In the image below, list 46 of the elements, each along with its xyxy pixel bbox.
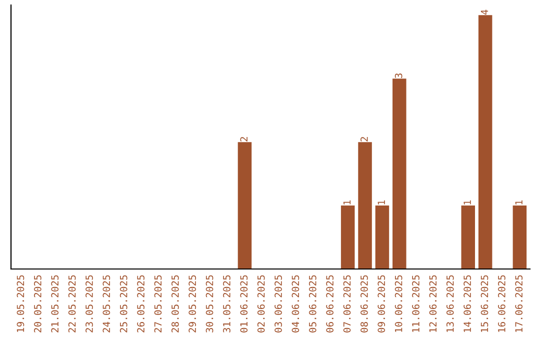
x-tick-label: 26.05.2025 [137, 275, 144, 332]
x-tick-label: 28.05.2025 [171, 275, 179, 332]
data-label: 1 [515, 200, 522, 204]
x-tick-label: 05.06.2025 [308, 275, 316, 332]
x-tick-label: 25.05.2025 [120, 275, 128, 332]
x-tick-label: 14.06.2025 [464, 275, 471, 332]
x-tick-label: 30.05.2025 [206, 275, 214, 332]
data-label: 3 [394, 73, 402, 78]
data-label: 1 [464, 200, 471, 204]
bar [461, 206, 476, 269]
x-tick-label: 15.06.2025 [480, 275, 488, 332]
bar [512, 206, 527, 269]
x-tick-label: 29.05.2025 [188, 275, 196, 332]
bar [358, 142, 372, 269]
data-label: 2 [240, 137, 248, 142]
x-tick-label: 02.06.2025 [257, 275, 265, 332]
x-tick-label: 09.06.2025 [378, 275, 386, 332]
x-tick-label: 04.06.2025 [292, 275, 300, 332]
x-tick-label: 24.05.2025 [102, 275, 110, 332]
x-tick-label: 11.06.2025 [412, 275, 420, 332]
x-tick-label: 07.06.2025 [343, 275, 351, 332]
bar [238, 142, 252, 269]
bar [478, 15, 492, 269]
bar [375, 206, 390, 269]
x-tick-label: 16.06.2025 [498, 275, 506, 332]
x-tick-label: 13.06.2025 [446, 275, 454, 332]
x-tick-label: 01.06.2025 [240, 275, 248, 332]
bar [392, 78, 406, 269]
x-tick-label: 17.06.2025 [515, 275, 523, 332]
x-tick-label: 08.06.2025 [360, 275, 368, 332]
data-label: 1 [378, 200, 385, 204]
x-tick-label: 20.05.2025 [34, 275, 42, 332]
x-tick-label: 10.06.2025 [394, 275, 402, 332]
x-tick-label: 27.05.2025 [154, 275, 162, 332]
x-tick-label: 12.06.2025 [429, 275, 437, 332]
x-tick-label: 22.05.2025 [68, 275, 76, 332]
data-label: 1 [343, 200, 351, 204]
x-tick-label: 31.05.2025 [223, 275, 230, 332]
x-tick-label: 03.06.2025 [274, 275, 282, 332]
x-tick-label: 06.06.2025 [326, 275, 334, 332]
data-label: 4 [480, 10, 488, 15]
bar [340, 206, 355, 269]
data-label: 2 [360, 137, 368, 142]
x-tick-label: 23.05.2025 [86, 275, 93, 332]
x-tick-label: 19.05.2025 [16, 275, 24, 332]
x-tick-label: 21.05.2025 [51, 275, 59, 332]
